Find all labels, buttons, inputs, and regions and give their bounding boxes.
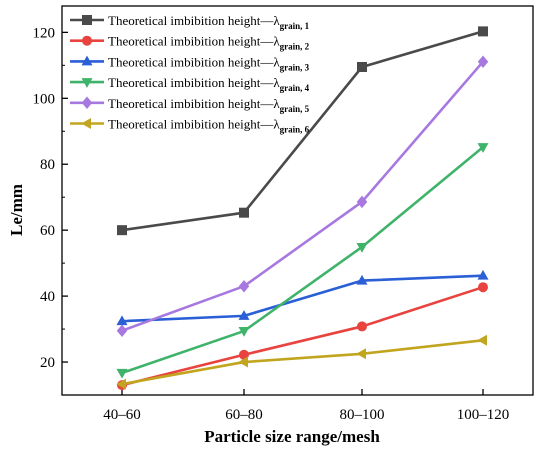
legend-marker [82,35,92,46]
data-point [478,26,488,37]
series-5 [116,55,489,337]
y-tick-label: 120 [33,25,56,41]
x-tick-label: 80–100 [340,407,385,423]
legend-label: Theoretical imbibition height—λgrain, 4 [108,75,310,93]
data-point [116,378,126,390]
y-tick-label: 40 [40,289,55,305]
series-line [121,274,484,323]
series-layer [116,26,489,391]
data-point [239,207,249,218]
axes: 20 40 60 80 100 120 40–60 60–80 80–100 100–120 [33,5,534,423]
series-line [121,285,484,387]
data-point [356,274,368,285]
legend-entry-1: Theoretical imbibition height—λgrain, 1 [70,13,310,31]
series-line [121,338,484,386]
legend-label: Theoretical imbibition height—λgrain, 1 [108,13,310,31]
data-point [356,242,368,253]
y-tick-label: 60 [40,223,55,239]
data-point [357,61,367,72]
legend-subscript: grain, 1 [280,21,310,31]
data-point [238,279,250,293]
data-point [477,334,487,346]
data-point [477,269,489,280]
legend-marker [81,118,91,129]
legend-entry-6: Theoretical imbibition height—λgrain, 6 [70,117,310,135]
legend-subscript: grain, 5 [280,104,310,114]
legend-marker [81,78,93,88]
legend-entry-3: Theoretical imbibition height—λgrain, 3 [70,54,310,72]
x-axis-title: Particle size range/mesh [204,427,380,446]
legend-subscript: grain, 3 [280,62,310,72]
data-point [238,327,250,337]
y-axis-title: Le/mm [7,184,26,236]
legend-label: Theoretical imbibition height—λgrain, 6 [108,117,310,135]
series-line [121,60,484,332]
legend-subscript: grain, 2 [280,42,310,52]
data-point [357,321,367,332]
legend-label: Theoretical imbibition height—λgrain, 5 [108,96,310,114]
legend-marker [81,96,93,110]
x-tick-label: 60–80 [225,407,263,423]
legend-subscript: grain, 4 [280,83,310,93]
data-point [116,315,128,326]
data-point [116,324,128,337]
legend-entry-2: Theoretical imbibition height—λgrain, 2 [70,34,310,52]
y-tick-label: 100 [33,91,56,107]
series-line [121,146,484,375]
legend-label: Theoretical imbibition height—λgrain, 2 [108,34,310,52]
data-point [356,348,366,360]
data-point [239,349,249,360]
y-tick-label: 20 [40,355,55,371]
data-point [117,225,127,236]
plot-frame [61,5,534,396]
series-line [121,30,484,232]
y-tick-label: 80 [40,157,55,173]
data-point [478,282,488,293]
series-3 [116,269,489,326]
series-1 [117,26,488,236]
legend-entry-4: Theoretical imbibition height—λgrain, 4 [70,75,310,93]
legend-entry-5: Theoretical imbibition height—λgrain, 5 [70,96,310,114]
x-tick-label: 100–120 [457,407,510,423]
data-point [116,368,128,379]
series-4 [116,143,489,379]
legend-label: Theoretical imbibition height—λgrain, 3 [108,54,310,72]
legend-subscript: grain, 6 [280,125,310,135]
legend-marker [81,55,93,66]
series-6 [116,334,487,390]
x-tick-label: 40–60 [103,407,141,423]
data-point [238,310,250,320]
data-point [238,356,248,368]
data-point [477,143,489,153]
legend-marker [82,15,92,25]
data-point [356,195,368,209]
data-point [477,55,489,68]
legend: Theoretical imbibition height—λgrain, 1 T… [70,13,310,135]
